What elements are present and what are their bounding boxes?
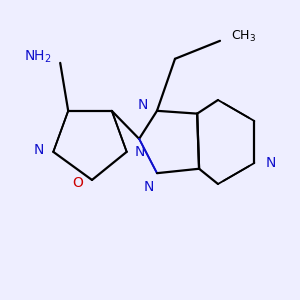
Text: CH$_3$: CH$_3$: [231, 29, 256, 44]
Text: N: N: [144, 180, 154, 194]
Text: NH$_2$: NH$_2$: [24, 49, 52, 65]
Text: N: N: [134, 145, 145, 159]
Text: N: N: [265, 156, 276, 170]
Text: N: N: [138, 98, 148, 112]
Text: O: O: [73, 176, 83, 190]
Text: N: N: [34, 143, 44, 157]
